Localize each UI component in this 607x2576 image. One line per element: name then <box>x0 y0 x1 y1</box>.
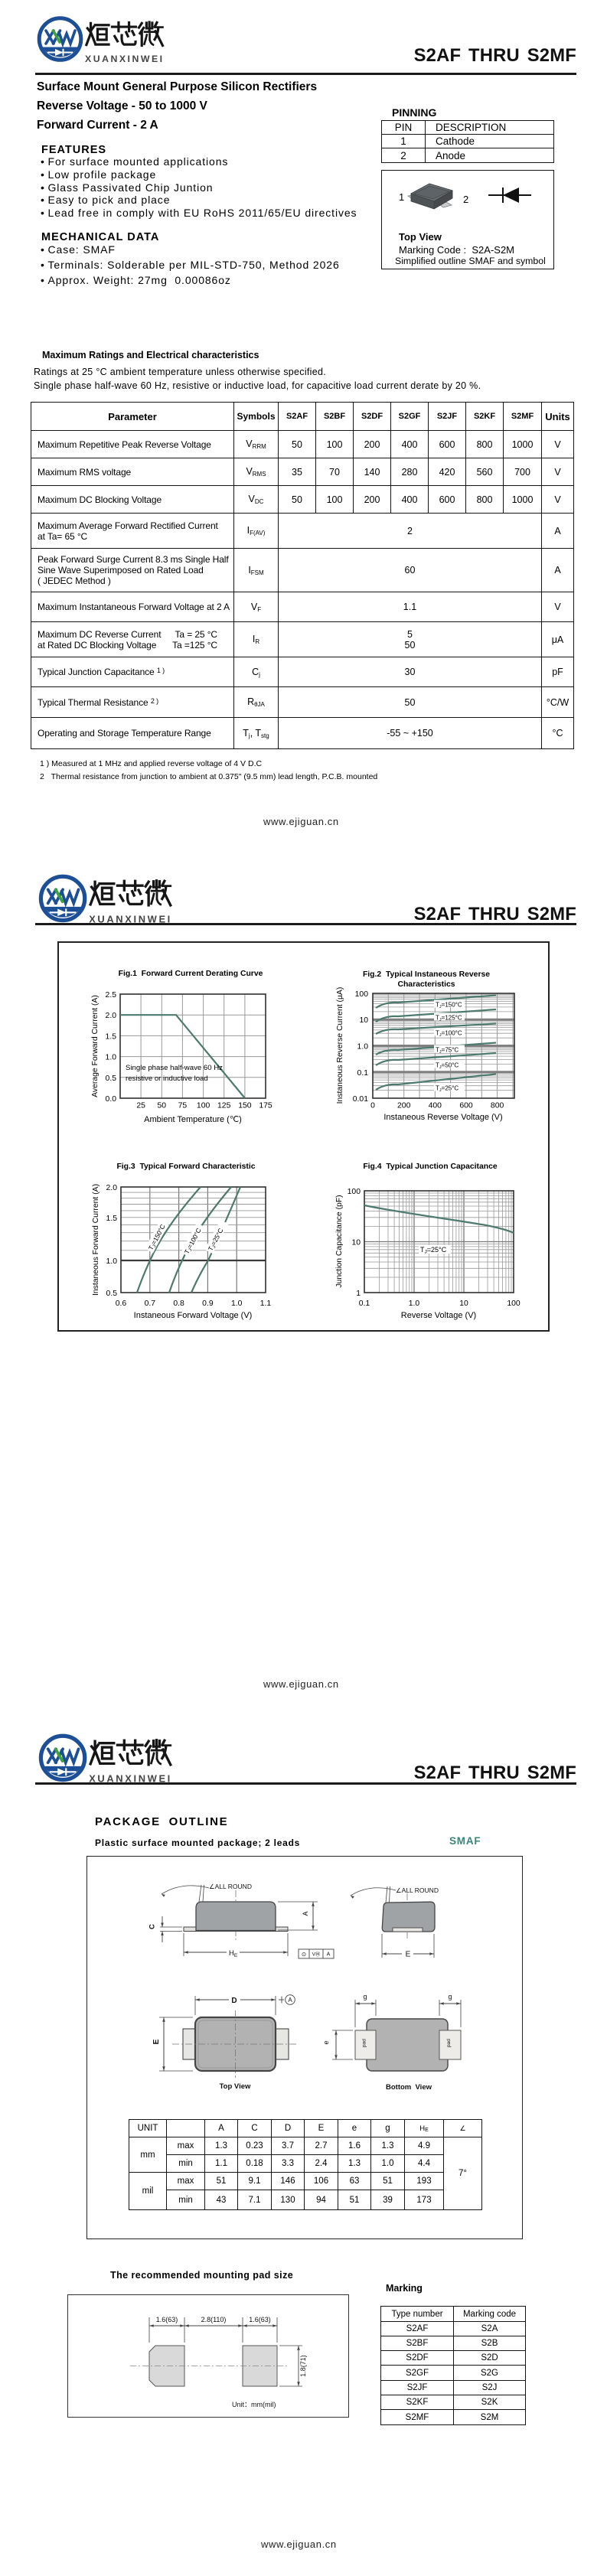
svg-text:0.5: 0.5 <box>106 1074 117 1083</box>
svg-text:g: g <box>448 1993 452 2000</box>
svg-text:A: A <box>302 1911 309 1916</box>
svg-text:Average Forward Current (A): Average Forward Current (A) <box>91 995 100 1097</box>
svg-text:0.8: 0.8 <box>173 1299 184 1308</box>
svg-text:Reverse Voltage (V): Reverse Voltage (V) <box>401 1311 476 1320</box>
svg-text:600: 600 <box>459 1102 473 1110</box>
svg-text:C: C <box>148 1924 157 1929</box>
svg-text:E: E <box>406 1951 411 1959</box>
svg-text:XUANXINWEI: XUANXINWEI <box>89 913 172 924</box>
svg-text:Top View: Top View <box>220 2082 251 2091</box>
svg-text:50: 50 <box>158 1102 167 1110</box>
svg-text:Instaneous Forward Current (A): Instaneous Forward Current (A) <box>92 1184 100 1296</box>
svg-text:1.6(63): 1.6(63) <box>156 2316 178 2323</box>
svg-text:0.1: 0.1 <box>357 1069 369 1078</box>
svg-text:HE: HE <box>229 1949 238 1958</box>
svg-text:TJ=125°C: TJ=125°C <box>436 1015 462 1023</box>
svg-text:∠ALL ROUND: ∠ALL ROUND <box>396 1886 439 1894</box>
svg-text:D: D <box>231 1997 237 2005</box>
svg-text:XUANXINWEI: XUANXINWEI <box>89 1772 172 1784</box>
svg-text:0: 0 <box>370 1102 375 1110</box>
svg-text:1.0: 1.0 <box>231 1299 243 1308</box>
svg-text:⊙: ⊙ <box>302 1951 306 1958</box>
svg-text:pad: pad <box>446 2039 452 2047</box>
svg-text:100: 100 <box>348 1188 361 1196</box>
svg-text:0.9: 0.9 <box>202 1299 214 1308</box>
svg-text:Instaneous Reverse Voltage (V): Instaneous Reverse Voltage (V) <box>383 1113 502 1122</box>
svg-text:0.0: 0.0 <box>106 1095 117 1104</box>
svg-text:1.1: 1.1 <box>260 1299 272 1308</box>
svg-text:1.8(71): 1.8(71) <box>299 2355 307 2377</box>
svg-text:Single phase half-wave 60 Hz: Single phase half-wave 60 Hz <box>126 1064 223 1072</box>
svg-text:10: 10 <box>359 1016 368 1025</box>
svg-text:2.0: 2.0 <box>106 1184 118 1192</box>
svg-text:10: 10 <box>459 1299 468 1308</box>
svg-text:TJ=25°C: TJ=25°C <box>207 1227 226 1253</box>
svg-text:TJ=75°C: TJ=75°C <box>436 1047 459 1055</box>
svg-text:150: 150 <box>238 1102 252 1110</box>
svg-text:1.0: 1.0 <box>106 1054 117 1062</box>
svg-text:TJ=25°C: TJ=25°C <box>420 1246 447 1255</box>
svg-text:Instaneous Forward Voltage (V): Instaneous Forward Voltage (V) <box>134 1311 253 1320</box>
svg-text:200: 200 <box>397 1102 411 1110</box>
svg-text:XUANXINWEI: XUANXINWEI <box>85 54 165 64</box>
svg-text:0.7: 0.7 <box>145 1299 156 1308</box>
svg-text:800: 800 <box>491 1102 504 1110</box>
svg-text:1.5: 1.5 <box>106 1032 117 1041</box>
svg-text:10: 10 <box>351 1239 361 1247</box>
svg-text:1.5: 1.5 <box>106 1215 118 1223</box>
svg-text:E: E <box>152 2039 161 2044</box>
svg-text:0.6: 0.6 <box>116 1299 127 1308</box>
svg-text:TJ=50°C: TJ=50°C <box>436 1062 459 1071</box>
svg-text:100: 100 <box>355 990 369 999</box>
svg-text:Junction Capacitance (pF): Junction Capacitance (pF) <box>335 1195 344 1287</box>
svg-text:1.0: 1.0 <box>357 1043 369 1052</box>
svg-text:75: 75 <box>178 1102 188 1110</box>
svg-text:125: 125 <box>217 1102 231 1110</box>
svg-text:100: 100 <box>197 1102 210 1110</box>
svg-text:1.0: 1.0 <box>409 1299 420 1308</box>
svg-text:resistive or inductive load: resistive or inductive load <box>126 1074 208 1083</box>
svg-text:A: A <box>288 1997 292 2004</box>
svg-text:2.0: 2.0 <box>106 1012 117 1020</box>
svg-text:A: A <box>327 1952 331 1958</box>
svg-text:400: 400 <box>429 1102 442 1110</box>
svg-text:Ambient Temperature (℃): Ambient Temperature (℃) <box>144 1115 242 1124</box>
svg-text:TJ=25°C: TJ=25°C <box>436 1085 459 1094</box>
svg-text:1.0: 1.0 <box>106 1257 118 1266</box>
svg-text:pad: pad <box>362 2039 367 2047</box>
svg-text:TJ=150°C: TJ=150°C <box>436 1002 462 1010</box>
svg-text:0.1: 0.1 <box>359 1299 370 1308</box>
svg-text:VⓂ: VⓂ <box>312 1952 321 1958</box>
svg-text:TJ=100°C: TJ=100°C <box>436 1030 462 1039</box>
svg-text:g: g <box>363 1993 367 2000</box>
svg-text:2.8(110): 2.8(110) <box>201 2316 227 2323</box>
svg-text:1: 1 <box>356 1290 361 1298</box>
svg-text:2.5: 2.5 <box>106 991 117 999</box>
svg-text:e: e <box>322 2040 330 2044</box>
svg-text:175: 175 <box>259 1102 272 1110</box>
svg-text:Unit：mm(mil): Unit：mm(mil) <box>232 2401 276 2408</box>
svg-text:Bottom View: Bottom View <box>386 2083 432 2092</box>
svg-text:25: 25 <box>136 1102 145 1110</box>
svg-text:∠ALL ROUND: ∠ALL ROUND <box>209 1883 252 1890</box>
svg-text:1.6(63): 1.6(63) <box>249 2316 271 2323</box>
svg-text:Instaneous Reverse Current (µA: Instaneous Reverse Current (µA) <box>336 987 344 1104</box>
svg-text:0.01: 0.01 <box>353 1095 368 1104</box>
svg-text:100: 100 <box>507 1299 521 1308</box>
svg-text:0.5: 0.5 <box>106 1290 118 1298</box>
